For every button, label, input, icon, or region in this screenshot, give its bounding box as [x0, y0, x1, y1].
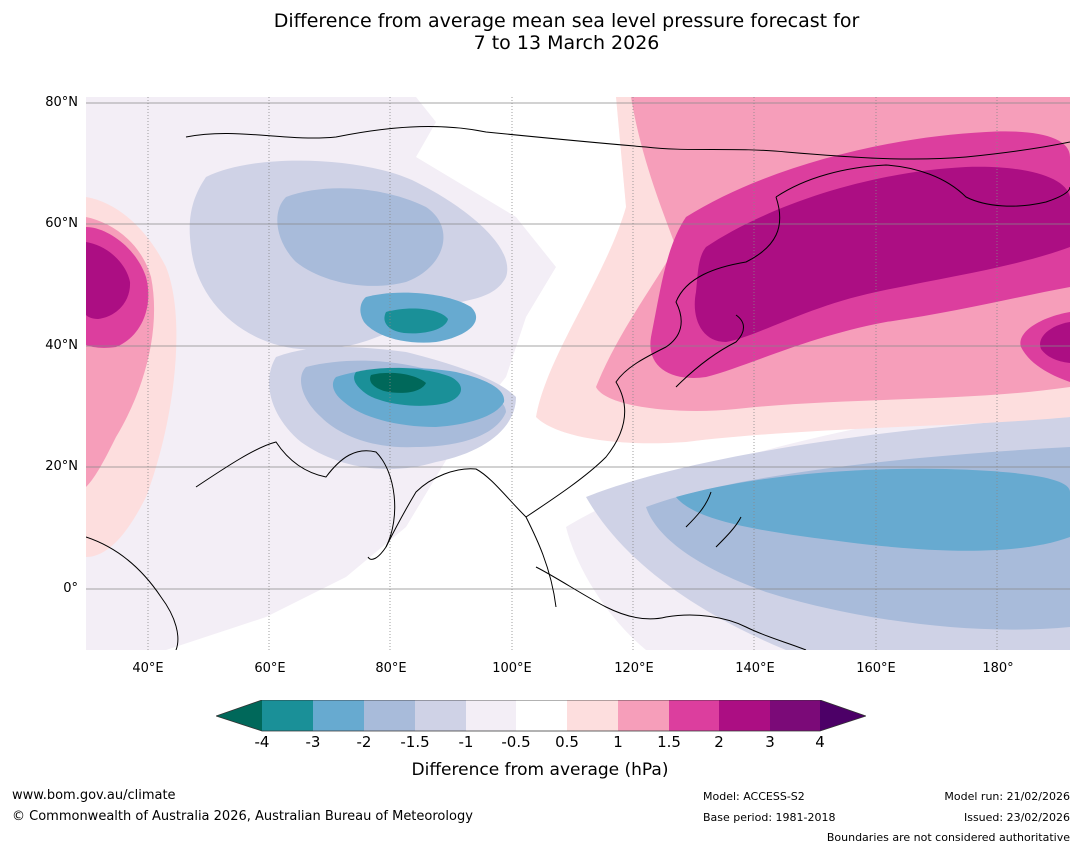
- colorbar-tick-label: -1.5: [400, 733, 430, 751]
- extreme-low-tibet: [370, 372, 426, 393]
- colorbar-tick-label: -4: [254, 733, 270, 751]
- lon-label-120e: 120°E: [614, 661, 654, 676]
- colorbar-tick-label: 1.5: [657, 733, 681, 751]
- model-name: Model: ACCESS-S2: [703, 790, 805, 803]
- lat-label-20n: 20°N: [45, 459, 78, 474]
- lat-label-40n: 40°N: [45, 338, 78, 353]
- colorbar-tick-label: 1: [613, 733, 623, 751]
- colorbar-tick-label: -3: [305, 733, 321, 751]
- colorbar-tick-label: -2: [356, 733, 372, 751]
- colorbar-segment-8: [618, 700, 669, 731]
- bom-url-link[interactable]: www.bom.gov.au/climate: [12, 788, 176, 803]
- colorbar-segment-5: [466, 700, 516, 731]
- issued-date: Issued: 23/02/2026: [963, 811, 1070, 824]
- lon-label-40e: 40°E: [132, 661, 164, 676]
- colorbar-svg: [214, 699, 868, 732]
- colorbar-tick-label: 2: [714, 733, 724, 751]
- boundaries-disclaimer: Boundaries are not considered authoritat…: [826, 831, 1070, 844]
- lat-label-equator: 0°: [63, 581, 78, 596]
- graticule: [86, 97, 1070, 650]
- lon-label-80e: 80°E: [375, 661, 407, 676]
- colorbar-tick-label: -1: [458, 733, 474, 751]
- lon-label-100e: 100°E: [492, 661, 532, 676]
- lon-label-160e: 160°E: [856, 661, 896, 676]
- colorbar: [214, 699, 868, 736]
- chart-title: Difference from average mean sea level p…: [0, 10, 1081, 54]
- coast-okhotsk-kamchatka: [775, 164, 1070, 207]
- anomaly-map-svg: [86, 97, 1070, 650]
- colorbar-segment-11: [770, 700, 820, 731]
- moderate-low-siberia: [277, 188, 444, 286]
- lat-label-60n: 60°N: [45, 216, 78, 231]
- strong-low-xinjiang: [384, 308, 448, 334]
- very-strong-high-black-sea: [86, 242, 131, 319]
- coast-arctic: [185, 126, 1070, 160]
- colorbar-segment-4: [415, 700, 466, 731]
- very-strong-high-okhotsk: [694, 166, 1070, 342]
- colorbar-segment-3: [364, 700, 415, 731]
- very-strong-high-east-edge: [1040, 322, 1070, 363]
- coastlines: [86, 126, 1070, 650]
- copyright-text: © Commonwealth of Australia 2026, Austra…: [12, 809, 473, 824]
- title-line-1: Difference from average mean sea level p…: [273, 10, 860, 32]
- lon-label-180: 180°: [982, 661, 1014, 676]
- colorbar-segment-2: [313, 700, 364, 731]
- colorbar-title: Difference from average (hPa): [411, 760, 669, 780]
- colorbar-segment-9: [669, 700, 719, 731]
- colorbar-tick-label: -0.5: [501, 733, 531, 751]
- coast-china-korea: [525, 196, 781, 518]
- coast-japan: [675, 314, 744, 388]
- title-line-2: 7 to 13 March 2026: [473, 32, 660, 54]
- colorbar-low-extend: [216, 700, 262, 731]
- colorbar-segment-1: [262, 700, 313, 731]
- colorbar-segment-10: [719, 700, 770, 731]
- lon-label-140e: 140°E: [735, 661, 775, 676]
- colorbar-high-extend: [820, 700, 866, 731]
- coast-arabia-africa: [86, 536, 179, 650]
- colorbar-tick-label: 3: [765, 733, 775, 751]
- base-period: Base period: 1981-2018: [703, 811, 836, 824]
- coast-arabia-india: [195, 441, 396, 560]
- coast-bay-of-bengal: [385, 468, 557, 608]
- colorbar-segment-7: [567, 700, 618, 731]
- colorbar-tick-label: 4: [815, 733, 825, 751]
- lon-label-60e: 60°E: [254, 661, 286, 676]
- model-run-date: Model run: 21/02/2026: [944, 790, 1070, 803]
- anomaly-map: [86, 97, 1070, 650]
- coast-philippines: [685, 491, 742, 548]
- colorbar-tick-label: 0.5: [555, 733, 579, 751]
- colorbar-segment-6: [516, 700, 567, 731]
- low-western-pacific-core: [676, 468, 1070, 551]
- meridians: [147, 97, 998, 650]
- lat-label-80n: 80°N: [45, 95, 78, 110]
- coast-maritime-continent: [535, 566, 807, 650]
- negative-anomaly-layer: [86, 97, 1070, 650]
